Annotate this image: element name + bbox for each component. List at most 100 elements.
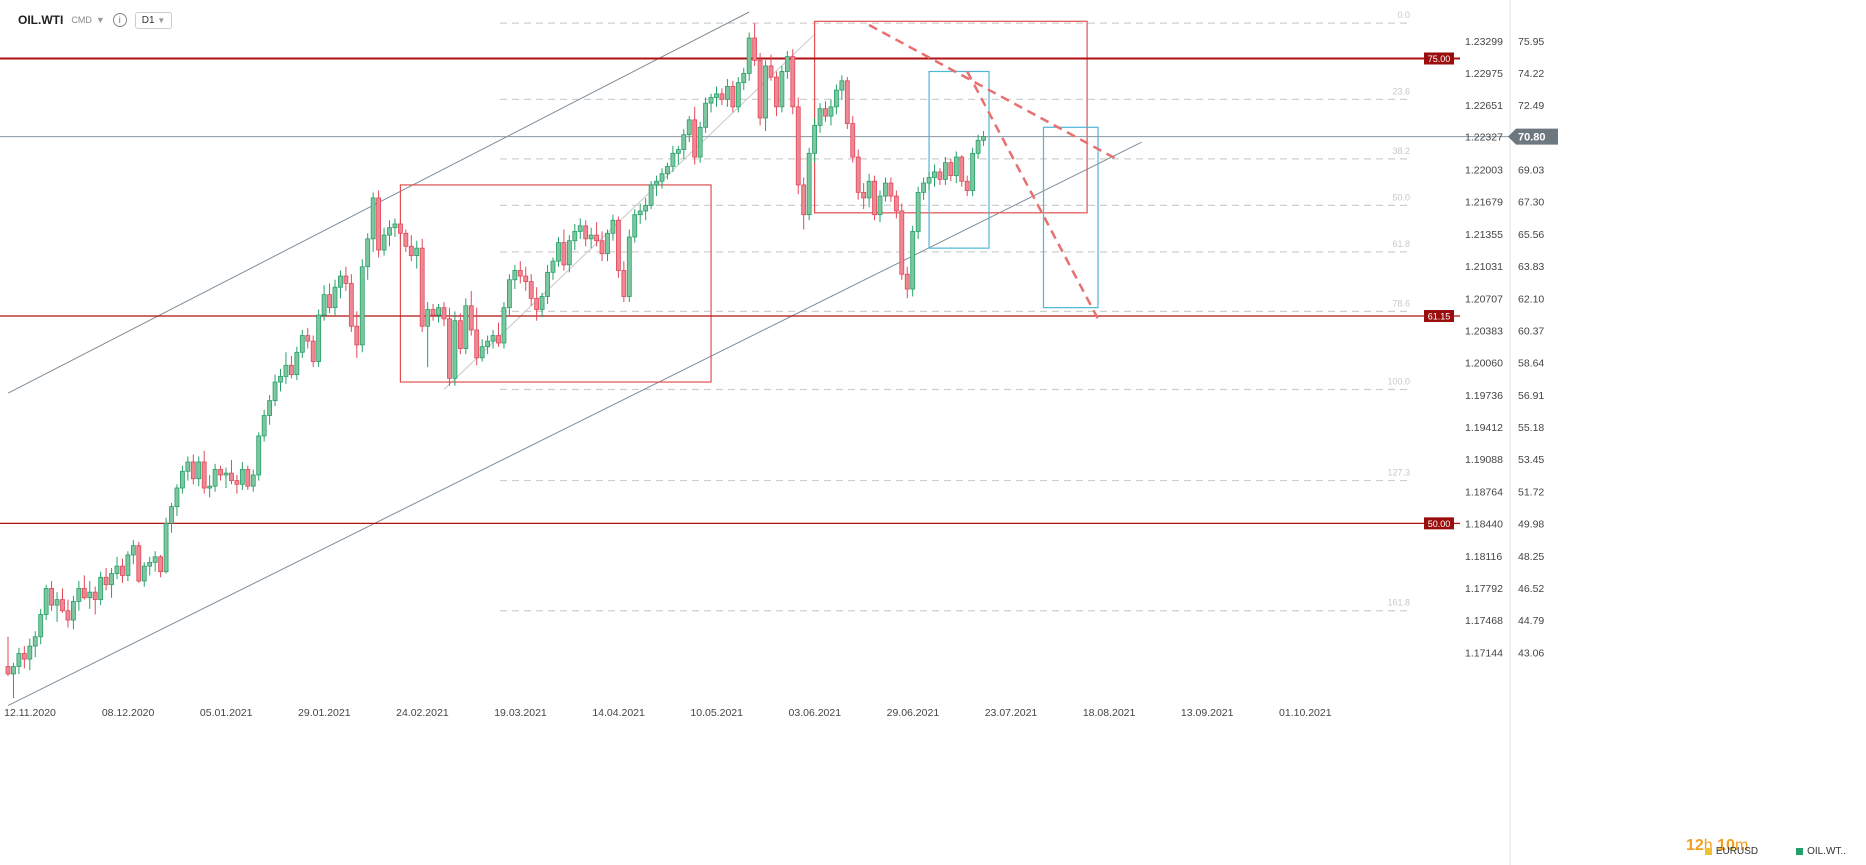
price-tick: 75.95 <box>1518 36 1544 48</box>
candle-body <box>419 247 425 327</box>
candle-body <box>932 171 937 178</box>
current-price-label: 70.80 <box>1518 132 1546 144</box>
candle-body <box>506 279 512 309</box>
chevron-down-icon[interactable]: ▼ <box>95 15 105 25</box>
time-tick: 14.04.2021 <box>592 707 645 719</box>
candle-body <box>675 149 681 154</box>
legend-item-oil[interactable]: OIL.WT.. <box>1796 846 1846 857</box>
candle-body <box>621 270 627 297</box>
candle-body <box>566 240 572 266</box>
candle-body <box>899 210 905 275</box>
info-icon[interactable]: i <box>112 13 127 27</box>
time-tick: 10.05.2021 <box>690 707 743 719</box>
candle-body <box>452 320 458 379</box>
candle-body <box>904 273 910 290</box>
price-level-badge <box>1424 52 1454 65</box>
candle-body <box>76 588 82 602</box>
candle-body <box>746 37 752 74</box>
legend-label: OIL.WT.. <box>1807 846 1846 857</box>
timeframe-select[interactable]: D1 ▼ <box>134 11 173 29</box>
channel-lines <box>7 11 1142 707</box>
symbol-label[interactable]: OIL.WTI <box>18 13 64 27</box>
time-tick: 29.01.2021 <box>298 707 351 719</box>
candle-body <box>479 346 485 359</box>
candle-body <box>943 162 948 180</box>
candle-body <box>975 139 981 154</box>
candle-body <box>981 136 986 141</box>
candle-body <box>354 325 360 346</box>
candle-body <box>261 415 267 437</box>
candle-body <box>893 195 899 212</box>
candle-body <box>763 65 768 119</box>
candle-body <box>844 80 850 124</box>
fib-level-label: 50.0 <box>1392 192 1410 202</box>
candle-body <box>239 469 245 485</box>
candle-body <box>485 340 491 348</box>
candle-body <box>910 231 916 290</box>
candle-body <box>725 85 730 100</box>
candle-body <box>757 59 763 119</box>
candle-body <box>381 234 387 251</box>
legend-item-eurusd[interactable]: EURUSD <box>1704 846 1759 857</box>
candle-body <box>556 242 561 262</box>
price-tick: 51.72 <box>1518 486 1544 498</box>
candle-body <box>937 171 943 180</box>
fib-level-label: 61.8 <box>1392 239 1410 249</box>
candle-body <box>795 106 801 186</box>
candle-body <box>828 106 834 117</box>
candle-body <box>92 591 98 600</box>
dashed-trendline <box>868 23 1121 162</box>
candle-body <box>305 335 311 342</box>
candle-body <box>812 125 817 154</box>
candle-body <box>948 162 954 177</box>
candle-body <box>790 56 796 108</box>
candle-body <box>256 435 262 476</box>
candle-countdown: 12h 10m <box>1686 837 1748 855</box>
candle-body <box>463 305 469 349</box>
candle-body <box>588 234 594 240</box>
candle-body <box>152 556 158 563</box>
price-tick: 74.22 <box>1518 68 1544 80</box>
candle-body <box>38 614 44 638</box>
candle-body <box>872 180 877 216</box>
price-tick: 58.64 <box>1518 358 1544 370</box>
candle-body <box>98 576 104 600</box>
fib-level-label: 100.0 <box>1387 376 1410 386</box>
candle-body <box>512 270 518 281</box>
candle-body <box>626 236 632 297</box>
candle-body <box>207 485 213 489</box>
time-tick: 13.09.2021 <box>1181 707 1234 719</box>
candle-body <box>681 134 687 150</box>
price-tick: 49.98 <box>1518 519 1544 531</box>
price-axis: 1.23299 75.95 1.22975 74.22 1.22651 72.49 1.22… <box>1465 0 1558 865</box>
candle-body <box>32 636 38 647</box>
candle-body <box>861 191 867 199</box>
candle-body <box>550 260 556 273</box>
candle-body <box>616 219 621 271</box>
candle-body <box>534 297 540 310</box>
price-tick: 62.10 <box>1518 293 1544 305</box>
candle-body <box>272 381 278 402</box>
candle-body <box>5 666 11 675</box>
countdown-h: h <box>1703 837 1713 854</box>
secondary-price-tick: 1.22003 <box>1465 164 1503 176</box>
candle-body <box>169 506 174 524</box>
countdown-minutes: 10 <box>1717 837 1735 854</box>
fib-level-label: 78.6 <box>1392 298 1410 308</box>
candle-body <box>125 554 131 576</box>
candle-body <box>539 296 545 310</box>
candle-body <box>16 653 22 667</box>
time-tick: 18.08.2021 <box>1083 707 1136 719</box>
dashed-trendlines <box>868 23 1121 320</box>
candle-body <box>877 195 883 216</box>
candle-body <box>321 294 327 316</box>
candle-body <box>517 270 523 277</box>
secondary-price-tick: 1.21679 <box>1465 197 1503 209</box>
candle-body <box>703 102 708 128</box>
candle-body <box>392 223 398 229</box>
candle-body <box>283 364 289 377</box>
chevron-down-icon: ▼ <box>157 15 166 25</box>
legend-swatch <box>1704 848 1712 855</box>
legend-label: EURUSD <box>1715 846 1759 857</box>
